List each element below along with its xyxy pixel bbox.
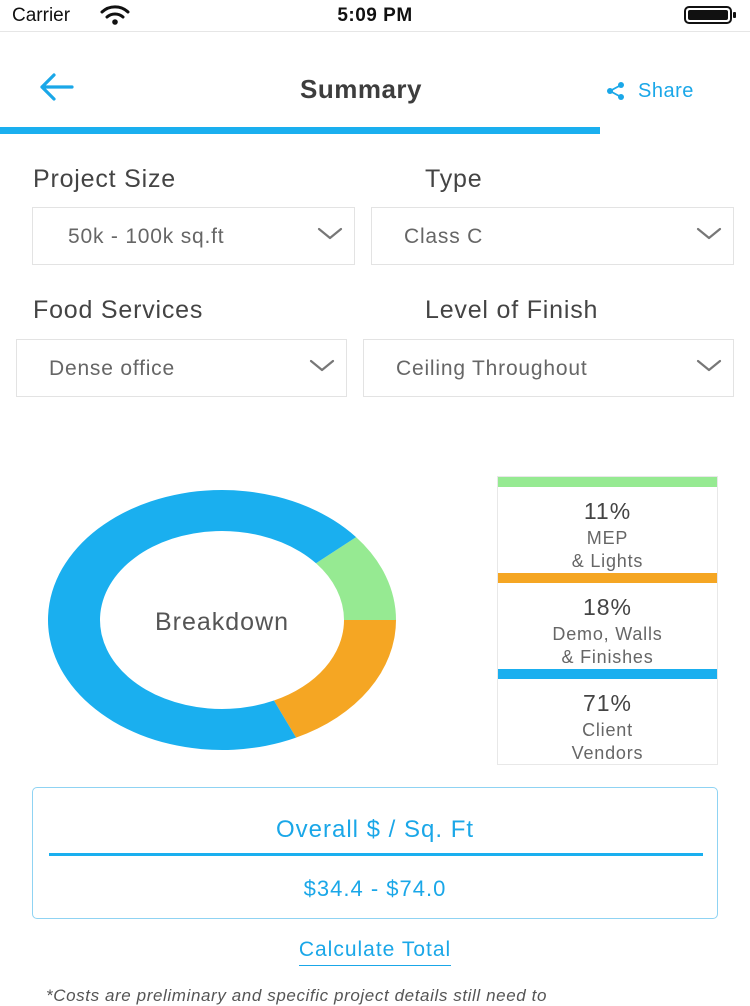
share-button[interactable]: Share xyxy=(606,78,694,104)
disclaimer-text: *Costs are preliminary and specific proj… xyxy=(46,986,548,1005)
carrier-label: Carrier xyxy=(12,5,71,26)
progress-bar-fill xyxy=(0,127,600,134)
food-services-label: Food Services xyxy=(33,296,204,324)
legend-color-bar xyxy=(498,477,717,487)
level-of-finish-value: Ceiling Throughout xyxy=(396,357,588,380)
chart-title: Breakdown xyxy=(155,608,289,636)
legend-label: MEP & Lights xyxy=(571,528,644,571)
donut-chart: Breakdown xyxy=(48,490,396,750)
level-of-finish-select[interactable]: Ceiling Throughout xyxy=(363,339,734,397)
legend-label: Client Vendors xyxy=(571,720,644,763)
breakdown-chart: Breakdown xyxy=(46,489,398,751)
clock: 5:09 PM xyxy=(337,5,413,26)
status-bar: Carrier 5:09 PM xyxy=(0,0,750,30)
project-size-select[interactable]: 50k - 100k sq.ft xyxy=(32,207,355,265)
type-select[interactable]: Class C xyxy=(371,207,734,265)
overall-cost-box: Overall $ / Sq. Ft $34.4 - $74.0 xyxy=(32,787,718,919)
legend-color-bar xyxy=(498,669,717,679)
wifi-icon xyxy=(100,5,130,25)
chevron-down-icon xyxy=(696,359,722,372)
legend-percent: 71% xyxy=(582,690,633,716)
legend-item: 71% Client Vendors xyxy=(498,669,717,765)
donut-slice-1 xyxy=(316,537,396,620)
level-of-finish-label: Level of Finish xyxy=(425,296,599,324)
type-label: Type xyxy=(425,165,483,193)
chevron-down-icon xyxy=(696,227,722,240)
legend-color-bar xyxy=(498,573,717,583)
legend-label: Demo, Walls & Finishes xyxy=(552,624,663,667)
share-icon xyxy=(607,82,624,100)
food-services-select[interactable]: Dense office xyxy=(16,339,347,397)
legend-item: 11% MEP & Lights xyxy=(498,477,717,573)
food-services-value: Dense office xyxy=(49,357,175,380)
progress-bar xyxy=(0,127,750,134)
donut-slice-3 xyxy=(48,490,357,750)
battery-icon xyxy=(684,6,736,24)
donut-slice-2 xyxy=(273,620,396,738)
project-size-label: Project Size xyxy=(33,165,176,193)
chevron-down-icon xyxy=(317,227,343,240)
back-arrow-icon[interactable] xyxy=(36,72,76,102)
legend-item: 18% Demo, Walls & Finishes xyxy=(498,573,717,669)
share-label: Share xyxy=(638,79,694,102)
chevron-down-icon xyxy=(309,359,335,372)
legend-percent: 18% xyxy=(582,594,633,620)
nav-bar: Summary Share xyxy=(0,31,750,133)
chart-legend: 11% MEP & Lights 18% Demo, Walls & Finishes 71… xyxy=(497,476,718,765)
divider xyxy=(49,853,703,856)
calculate-total-link[interactable]: Calculate Total xyxy=(0,938,750,966)
overall-cost-title: Overall $ / Sq. Ft xyxy=(275,816,475,843)
overall-cost-value: $34.4 - $74.0 xyxy=(303,876,447,901)
type-value: Class C xyxy=(404,225,484,248)
project-size-value: 50k - 100k sq.ft xyxy=(68,225,225,248)
calculate-total-label: Calculate Total xyxy=(298,938,452,966)
page-title: Summary xyxy=(300,74,422,104)
legend-percent: 11% xyxy=(583,498,632,524)
